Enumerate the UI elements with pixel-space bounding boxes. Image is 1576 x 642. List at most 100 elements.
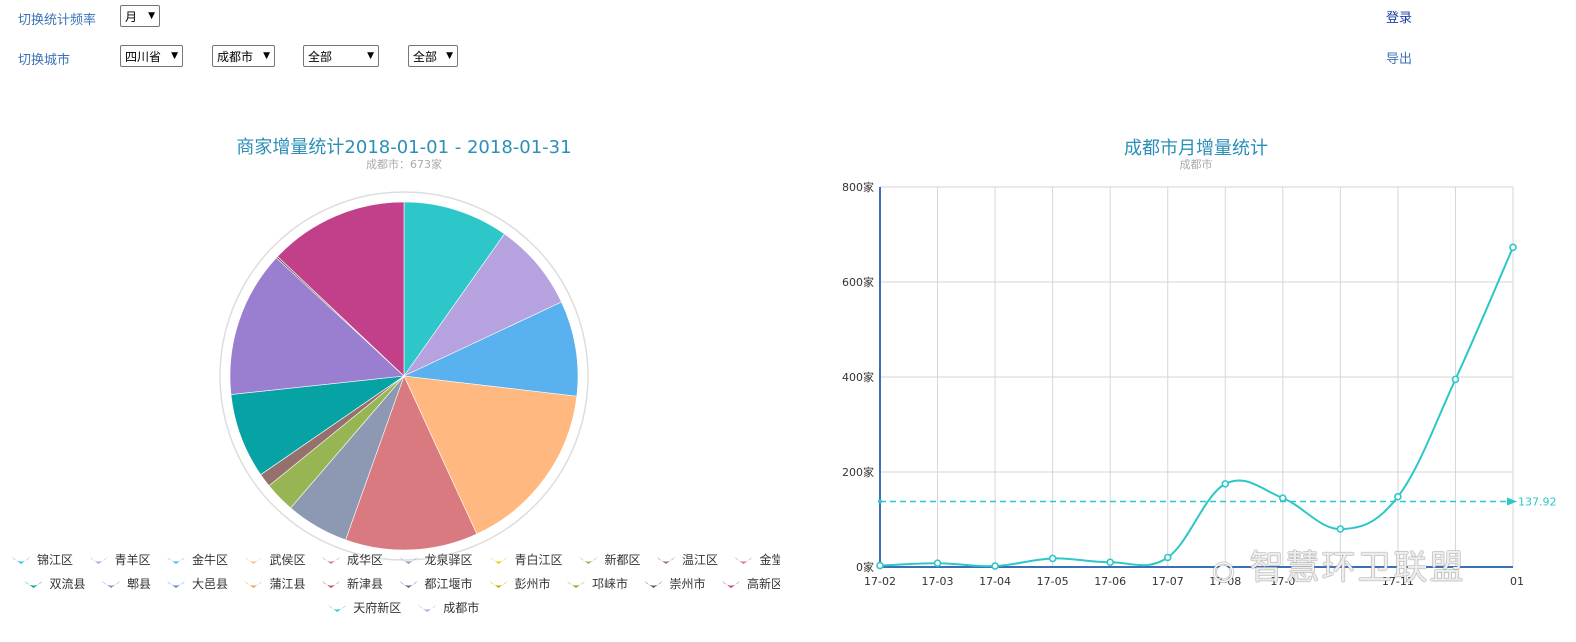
legend-label[interactable]: 成华区 xyxy=(347,553,383,567)
chevron-down-icon: ▼ xyxy=(367,51,374,61)
legend-icon xyxy=(89,557,108,564)
data-point[interactable] xyxy=(1048,554,1057,563)
legend-label[interactable]: 都江堰市 xyxy=(425,576,473,591)
legend-label[interactable]: 新津县 xyxy=(347,576,383,591)
legend-icon xyxy=(644,581,663,588)
legend-label[interactable]: 邛崃市 xyxy=(592,576,628,591)
line-chart-subtitle: 成都市 xyxy=(1179,158,1213,171)
legend-icon xyxy=(579,557,598,564)
y-tick-label: 0家 xyxy=(856,560,874,574)
line-chart: 0家 200家 400家 600家 800家 17-02 17-03 17-04 17-05 17… xyxy=(842,180,1557,588)
x-tick-label: 17-03 xyxy=(922,575,954,588)
legend-icon xyxy=(322,557,340,564)
province-select[interactable]: 四川省 ▼ xyxy=(120,45,183,67)
pie-outer-ring xyxy=(219,191,589,561)
legend-icon xyxy=(567,581,585,588)
legend-icon xyxy=(489,581,508,588)
legend-label[interactable]: 大邑县 xyxy=(192,577,228,591)
x-tick-label: 17-0 xyxy=(1270,575,1295,588)
y-tick-label: 800家 xyxy=(842,180,874,194)
login-link[interactable]: 登录 xyxy=(1386,11,1413,26)
pie-chart-title: 商家增量统计2018-01-01 - 2018-01-31 xyxy=(236,137,572,158)
province-select-value: 四川省 xyxy=(125,49,162,64)
data-point[interactable] xyxy=(933,559,942,568)
legend-label[interactable]: 金牛区 xyxy=(192,552,228,567)
pie-slice-19[interactable] xyxy=(277,201,405,377)
legend-icon xyxy=(399,557,418,564)
legend-icon xyxy=(722,581,740,588)
district-select-value: 全部 xyxy=(308,49,333,64)
type-select[interactable]: 全部 ▼ xyxy=(408,45,458,67)
watermark: ◉ 智慧环卫联盟 xyxy=(1212,540,1466,589)
data-point[interactable] xyxy=(1451,375,1460,384)
x-tick-label: 01 xyxy=(1510,575,1524,588)
pie-slice-11[interactable] xyxy=(229,257,405,395)
legend-icon xyxy=(244,557,263,564)
legend-label[interactable]: 郫县 xyxy=(127,576,151,591)
legend-icon xyxy=(657,557,675,564)
legend-label[interactable]: 金堂县 xyxy=(760,552,781,567)
legend-label[interactable]: 青羊区 xyxy=(115,552,151,567)
city-select-value: 成都市 xyxy=(217,49,254,64)
legend-icon xyxy=(328,605,347,612)
legend-icon xyxy=(322,581,340,588)
export-link[interactable]: 导出 xyxy=(1386,52,1413,67)
pie-slice-1[interactable] xyxy=(403,233,562,377)
pie-chart: 锦江区 青羊区 金牛区 武侯区 成华区 龙泉驿区 青白江区 新都区 温江区 金堂县双流县 郫县 大邑县… xyxy=(12,191,781,615)
chevron-down-icon: ▼ xyxy=(446,51,453,61)
frequency-label: 切换统计频率 xyxy=(18,13,97,28)
data-point[interactable] xyxy=(1221,480,1230,488)
legend-label[interactable]: 蒲江县 xyxy=(270,577,306,591)
legend-label[interactable]: 锦江区 xyxy=(37,553,73,567)
type-select-value: 全部 xyxy=(413,49,438,64)
legend-label[interactable]: 天府新区 xyxy=(353,600,401,615)
data-point[interactable] xyxy=(1163,553,1172,562)
x-tick-label: 17-02 xyxy=(864,575,896,588)
data-point[interactable] xyxy=(1279,494,1287,502)
legend-label[interactable]: 龙泉驿区 xyxy=(425,553,473,567)
series-line xyxy=(879,246,1514,568)
legend-label[interactable]: 双流县 xyxy=(50,577,86,591)
legend-icon xyxy=(24,581,43,588)
data-point[interactable] xyxy=(1106,558,1114,567)
pie-chart-subtitle: 成都市：673家 xyxy=(366,158,442,171)
chevron-down-icon: ▼ xyxy=(148,11,155,21)
legend-label[interactable]: 新都区 xyxy=(605,552,641,567)
data-point[interactable] xyxy=(1509,243,1517,252)
frequency-select[interactable]: 月 ▼ xyxy=(120,5,160,27)
average-line-arrow xyxy=(1507,497,1517,506)
legend-icon xyxy=(244,581,263,588)
legend-label[interactable]: 高新区 xyxy=(747,576,780,591)
frequency-select-value: 月 xyxy=(125,9,138,24)
watermark-text: 智慧环卫联盟 xyxy=(1249,548,1466,588)
data-point[interactable] xyxy=(876,561,884,570)
x-tick-label: 17-06 xyxy=(1094,575,1126,588)
legend-icon xyxy=(734,557,753,564)
legend-label[interactable]: 彭州市 xyxy=(515,576,551,591)
data-point[interactable] xyxy=(1394,492,1402,501)
legend-icon xyxy=(167,581,185,588)
legend-label[interactable]: 成都市 xyxy=(443,600,479,615)
data-point[interactable] xyxy=(991,562,999,570)
city-select[interactable]: 成都市 ▼ xyxy=(212,45,275,67)
y-tick-label: 200家 xyxy=(842,465,874,479)
wechat-icon: ◉ xyxy=(1212,556,1237,586)
average-line-label: 137.92 xyxy=(1518,495,1557,508)
legend-label[interactable]: 崇州市 xyxy=(670,576,706,591)
pie-slice-0[interactable] xyxy=(403,201,505,377)
legend-icon xyxy=(167,557,185,564)
legend-label[interactable]: 青白江区 xyxy=(515,552,563,567)
legend-icon xyxy=(399,581,418,588)
chevron-down-icon: ▼ xyxy=(171,51,178,61)
city-label: 切换城市 xyxy=(18,53,71,68)
y-tick-label: 600家 xyxy=(842,275,874,289)
legend-label[interactable]: 温江区 xyxy=(682,553,718,567)
pie-slice-4[interactable] xyxy=(345,375,478,551)
x-tick-label: 17-04 xyxy=(979,575,1011,588)
data-point[interactable] xyxy=(1336,525,1345,533)
legend-label[interactable]: 武侯区 xyxy=(270,553,306,567)
district-select[interactable]: 全部 ▼ xyxy=(303,45,379,67)
pie-slice-2[interactable] xyxy=(402,301,579,397)
x-tick-label: 17-07 xyxy=(1152,575,1184,588)
pie-slice-3[interactable] xyxy=(403,375,578,535)
